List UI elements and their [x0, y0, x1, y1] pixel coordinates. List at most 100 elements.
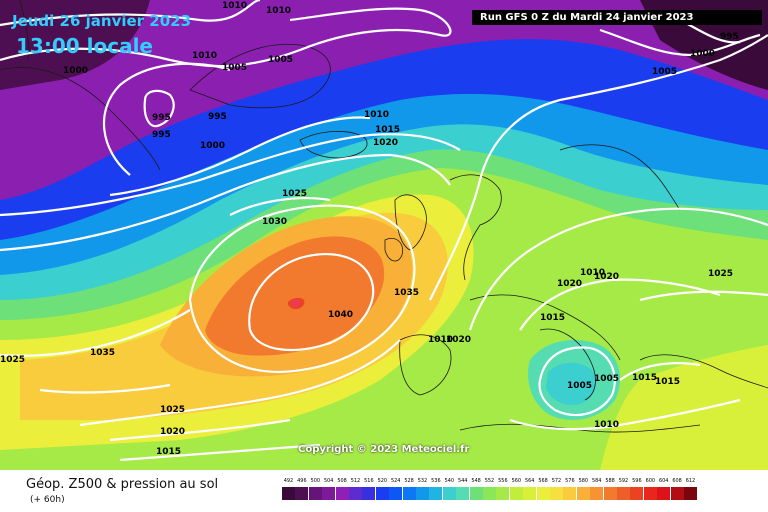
pressure-label: 1025: [0, 355, 25, 365]
pressure-label: 1015: [375, 125, 400, 135]
legend-value: 548: [471, 478, 481, 484]
legend-value: 516: [364, 478, 374, 484]
pressure-label: 1015: [655, 377, 680, 387]
legend-swatch: [349, 487, 362, 500]
pressure-labels: 1010 1010 1010 1005 1000 1005 995 995 99…: [0, 1, 739, 457]
legend-swatch: [630, 487, 644, 500]
pressure-label: 1010: [222, 1, 247, 11]
pressure-label: 995: [208, 112, 227, 122]
legend-swatch: [643, 487, 657, 500]
pressure-label: 1005: [268, 55, 293, 65]
legend-swatch: [469, 487, 483, 500]
legend-swatch: [362, 487, 376, 500]
pressure-label: 1010: [594, 420, 619, 430]
legend-swatch: [295, 487, 309, 500]
legend-value: 492: [283, 478, 294, 484]
legend-swatch: [308, 487, 322, 500]
legend-swatch: [523, 487, 537, 500]
pressure-label: 1005: [594, 374, 619, 384]
legend-swatch: [590, 487, 604, 500]
pressure-label: 1030: [262, 217, 287, 227]
legend-value: 508: [337, 478, 347, 484]
legend-swatch: [322, 487, 336, 500]
pressure-label: 1005: [652, 67, 677, 77]
legend-value: 604: [658, 478, 669, 484]
legend-value: 564: [524, 478, 535, 484]
legend-swatch: [684, 487, 697, 500]
pressure-label: 995: [152, 113, 171, 123]
pressure-label: 1010: [580, 268, 605, 278]
pressure-label: 1020: [594, 272, 619, 282]
legend-swatch: [335, 487, 349, 500]
legend-swatch: [456, 487, 470, 500]
isobars: [0, 0, 768, 462]
legend-value: 576: [565, 478, 575, 484]
legend-value: 500: [310, 478, 321, 484]
copyright-notice: Copyright © 2023 Meteociel.fr: [298, 444, 470, 455]
legend-swatch: [536, 487, 550, 500]
legend-swatch: [670, 487, 684, 500]
pressure-label: 1010: [428, 335, 453, 345]
legend-value: 540: [444, 478, 455, 484]
legend-value: 580: [578, 478, 589, 484]
pressure-label: 1035: [90, 348, 115, 358]
forecast-time: 13:00 locale: [16, 34, 153, 58]
field-yellow-se: [600, 345, 768, 470]
legend-value: 512: [350, 478, 361, 484]
legend-value: 520: [377, 478, 388, 484]
legend-value: 584: [591, 478, 602, 484]
legend-swatch: [576, 487, 590, 500]
legend-swatch: [509, 487, 523, 500]
legend-value: 592: [618, 478, 629, 484]
map-footer: Géop. Z500 & pression au sol (+ 60h) 492…: [0, 470, 768, 512]
legend-swatch: [442, 487, 456, 500]
pressure-label: 1015: [632, 373, 657, 383]
pressure-label: 1015: [540, 313, 565, 323]
forecast-date: Jeudi 26 janvier 2023: [12, 12, 192, 30]
pressure-label: 1020: [446, 335, 471, 345]
legend-swatch: [496, 487, 510, 500]
pressure-label: 995: [152, 130, 171, 140]
legend-value: 544: [457, 478, 468, 484]
pressure-label: 1035: [394, 288, 419, 298]
legend-value: 560: [511, 478, 522, 484]
legend-swatch: [416, 487, 429, 500]
pressure-label: 1010: [364, 110, 389, 120]
field-cyan-italy-core: [546, 362, 596, 406]
legend-value: 528: [404, 478, 414, 484]
legend-value: 600: [645, 478, 656, 484]
legend-swatch: [402, 487, 416, 500]
pressure-label: 1000: [200, 141, 225, 151]
footer-title: Géop. Z500 & pression au sol: [26, 477, 219, 492]
legend-swatch: [483, 487, 496, 500]
coastlines: [0, 0, 768, 433]
legend-value: 504: [323, 478, 334, 484]
pressure-label: 1040: [328, 310, 353, 320]
pressure-label: 1020: [557, 279, 582, 289]
legend-swatch: [429, 487, 443, 500]
pressure-label: 1000: [63, 66, 88, 76]
legend-swatch: [657, 487, 671, 500]
pressure-label: 1010: [266, 6, 291, 16]
legend-swatch: [550, 487, 563, 500]
high-pressure-core: [292, 299, 300, 307]
legend-value: 532: [417, 478, 428, 484]
legend-swatch: [282, 487, 295, 500]
legend-swatch: [603, 487, 617, 500]
pressure-label: 1005: [567, 381, 592, 391]
legend-value: 536: [431, 478, 441, 484]
legend-value: 552: [484, 478, 495, 484]
legend-swatch: [617, 487, 630, 500]
pressure-label: 1025: [282, 189, 307, 199]
legend-value: 608: [672, 478, 682, 484]
pressure-label: 1020: [160, 427, 185, 437]
legend-swatch: [375, 487, 389, 500]
legend-value: 572: [551, 478, 562, 484]
legend-swatch: [389, 487, 403, 500]
pressure-label: 1005: [222, 63, 247, 73]
legend-value: 612: [685, 478, 696, 484]
pressure-label: 1020: [373, 138, 398, 148]
pressure-label: 1025: [708, 269, 733, 279]
pressure-label: 1010: [192, 51, 217, 61]
legend-value: 556: [498, 478, 508, 484]
